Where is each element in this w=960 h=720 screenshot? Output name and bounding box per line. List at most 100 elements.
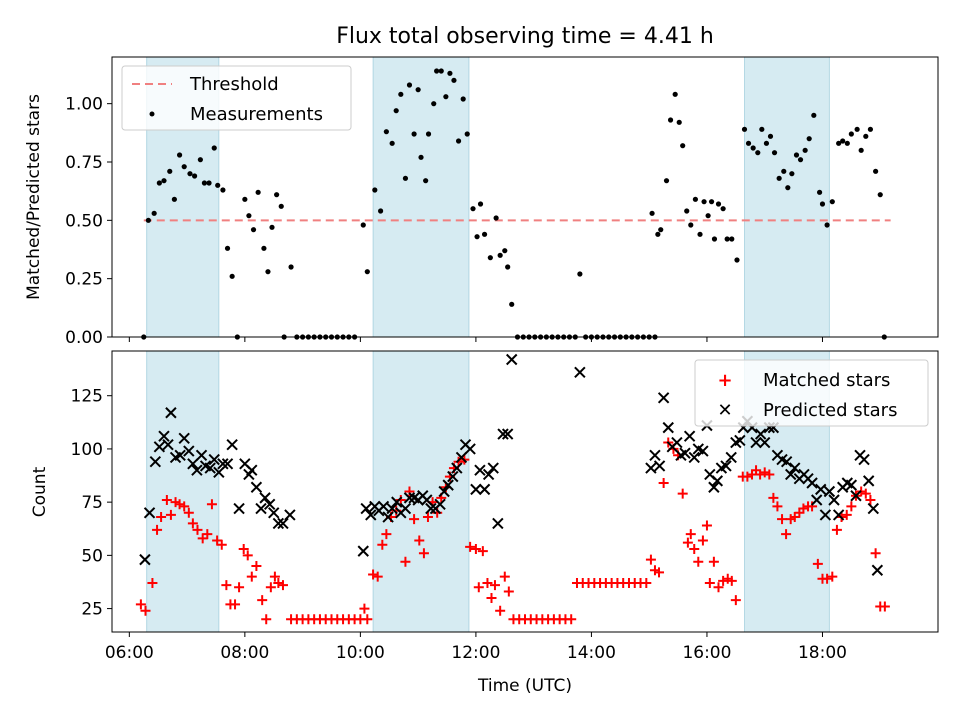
measurement-point (377, 208, 384, 214)
top-y-tick-label: 1.00 (65, 95, 103, 115)
matched-star-marker (701, 520, 712, 531)
top-y-ticks: 0.00 0.25 0.50 0.75 1.00 (65, 95, 112, 348)
measurement-point (759, 126, 765, 132)
matched-star-marker (368, 569, 379, 580)
predicted-star-marker (165, 407, 177, 419)
predicted-star-marker (263, 498, 276, 510)
measurement-point (255, 189, 261, 195)
bottom-y-axis-label: Count (30, 466, 50, 517)
bottom-x-tick-label: 12:00 (451, 643, 500, 663)
matched-star-marker (798, 503, 809, 514)
legend-predicted-swatch: ✕ (717, 400, 732, 421)
measurement-point (854, 126, 860, 132)
measurement-point (505, 264, 511, 270)
top-panel: Flux total observing time = 4.41 h 0.000… (24, 24, 939, 348)
matched-star-marker (697, 535, 708, 546)
matched-star-marker (140, 605, 151, 616)
measurement-point (477, 201, 484, 207)
measurement-point (655, 231, 661, 237)
predicted-star-marker (284, 509, 296, 521)
matched-star-marker (482, 578, 493, 589)
predicted-star-marker (250, 481, 263, 493)
matched-star-marker (261, 614, 272, 625)
predicted-star-marker (158, 430, 170, 442)
predicted-star-marker (750, 436, 762, 449)
matched-star-marker (238, 543, 249, 554)
matched-star-marker (730, 595, 741, 606)
matched-star-marker (187, 518, 198, 529)
matched-star-marker (693, 556, 704, 567)
matched-star-marker (179, 501, 190, 512)
measurement-point (406, 82, 413, 88)
matched-star-marker (470, 543, 481, 554)
matched-star-marker (135, 599, 146, 610)
predicted-star-marker (447, 470, 459, 483)
predicted-star-marker (451, 462, 463, 474)
measurement-point (360, 222, 366, 228)
predicted-star-marker (403, 492, 416, 504)
matched-star-marker (879, 601, 890, 612)
matched-star-marker (152, 524, 163, 535)
matched-star-marker (257, 595, 268, 606)
predicted-stars-points (139, 353, 884, 576)
measurement-point (844, 140, 850, 146)
bottom-x-axis-label: Time (UTC) (477, 676, 572, 696)
matched-star-marker (704, 578, 715, 589)
legend-predicted-label: Predicted stars (763, 400, 897, 421)
bottom-x-tick-label: 18:00 (798, 643, 847, 663)
measurement-point (364, 269, 370, 275)
predicted-star-marker (497, 428, 509, 440)
predicted-star-marker (645, 462, 657, 474)
predicted-star-marker (455, 451, 468, 464)
measurement-point (785, 185, 791, 191)
legend-measurements-swatch (149, 111, 155, 117)
predicted-star-marker (470, 483, 482, 496)
top-legend: Threshold Measurements (121, 65, 352, 131)
measurement-point (697, 231, 703, 237)
measurement-point (192, 173, 198, 179)
predicted-star-marker (191, 464, 203, 476)
matched-star-marker (147, 578, 158, 589)
predicted-star-marker (174, 449, 186, 462)
measurement-point (863, 133, 869, 139)
measurement-point (215, 182, 221, 188)
predicted-star-marker (143, 507, 156, 519)
matched-star-marker (742, 471, 753, 482)
predicted-star-marker (574, 366, 586, 378)
matched-star-marker (161, 495, 172, 506)
predicted-star-marker (697, 445, 709, 457)
predicted-star-marker (711, 475, 724, 487)
predicted-star-marker (858, 453, 870, 466)
bottom-x-tick-label: 10:00 (336, 643, 385, 663)
measurement-point (715, 201, 722, 207)
measurement-point (755, 150, 761, 156)
matched-star-marker (645, 554, 656, 565)
matched-star-marker (202, 529, 213, 540)
measurement-point (767, 133, 774, 139)
measurement-point (425, 131, 432, 137)
measurement-point (229, 273, 235, 279)
matched-star-marker (759, 467, 770, 478)
measurement-point (201, 180, 208, 186)
matched-star-marker (772, 501, 783, 512)
predicted-star-marker (382, 511, 394, 523)
matched-star-marker (273, 578, 284, 589)
measurement-point (242, 196, 248, 202)
measurement-point (151, 210, 157, 216)
bottom-legend: + Matched stars ✕ Predicted stars (694, 359, 929, 427)
predicted-star-marker (226, 438, 238, 451)
predicted-star-marker (653, 460, 666, 472)
predicted-star-marker (277, 517, 289, 530)
bottom-y-tick-label: 25 (81, 600, 103, 620)
matched-star-marker (812, 558, 823, 569)
predicted-star-marker (474, 464, 486, 476)
measurement-point (156, 180, 162, 186)
matched-star-marker (234, 582, 245, 593)
measurement-point (692, 196, 698, 202)
top-y-tick-label: 0.50 (65, 211, 103, 231)
measurement-point (431, 101, 437, 107)
measurement-point (265, 269, 271, 275)
matched-star-marker (183, 507, 194, 518)
predicted-star-marker (671, 436, 683, 449)
bottom-x-tick-label: 16:00 (682, 643, 731, 663)
